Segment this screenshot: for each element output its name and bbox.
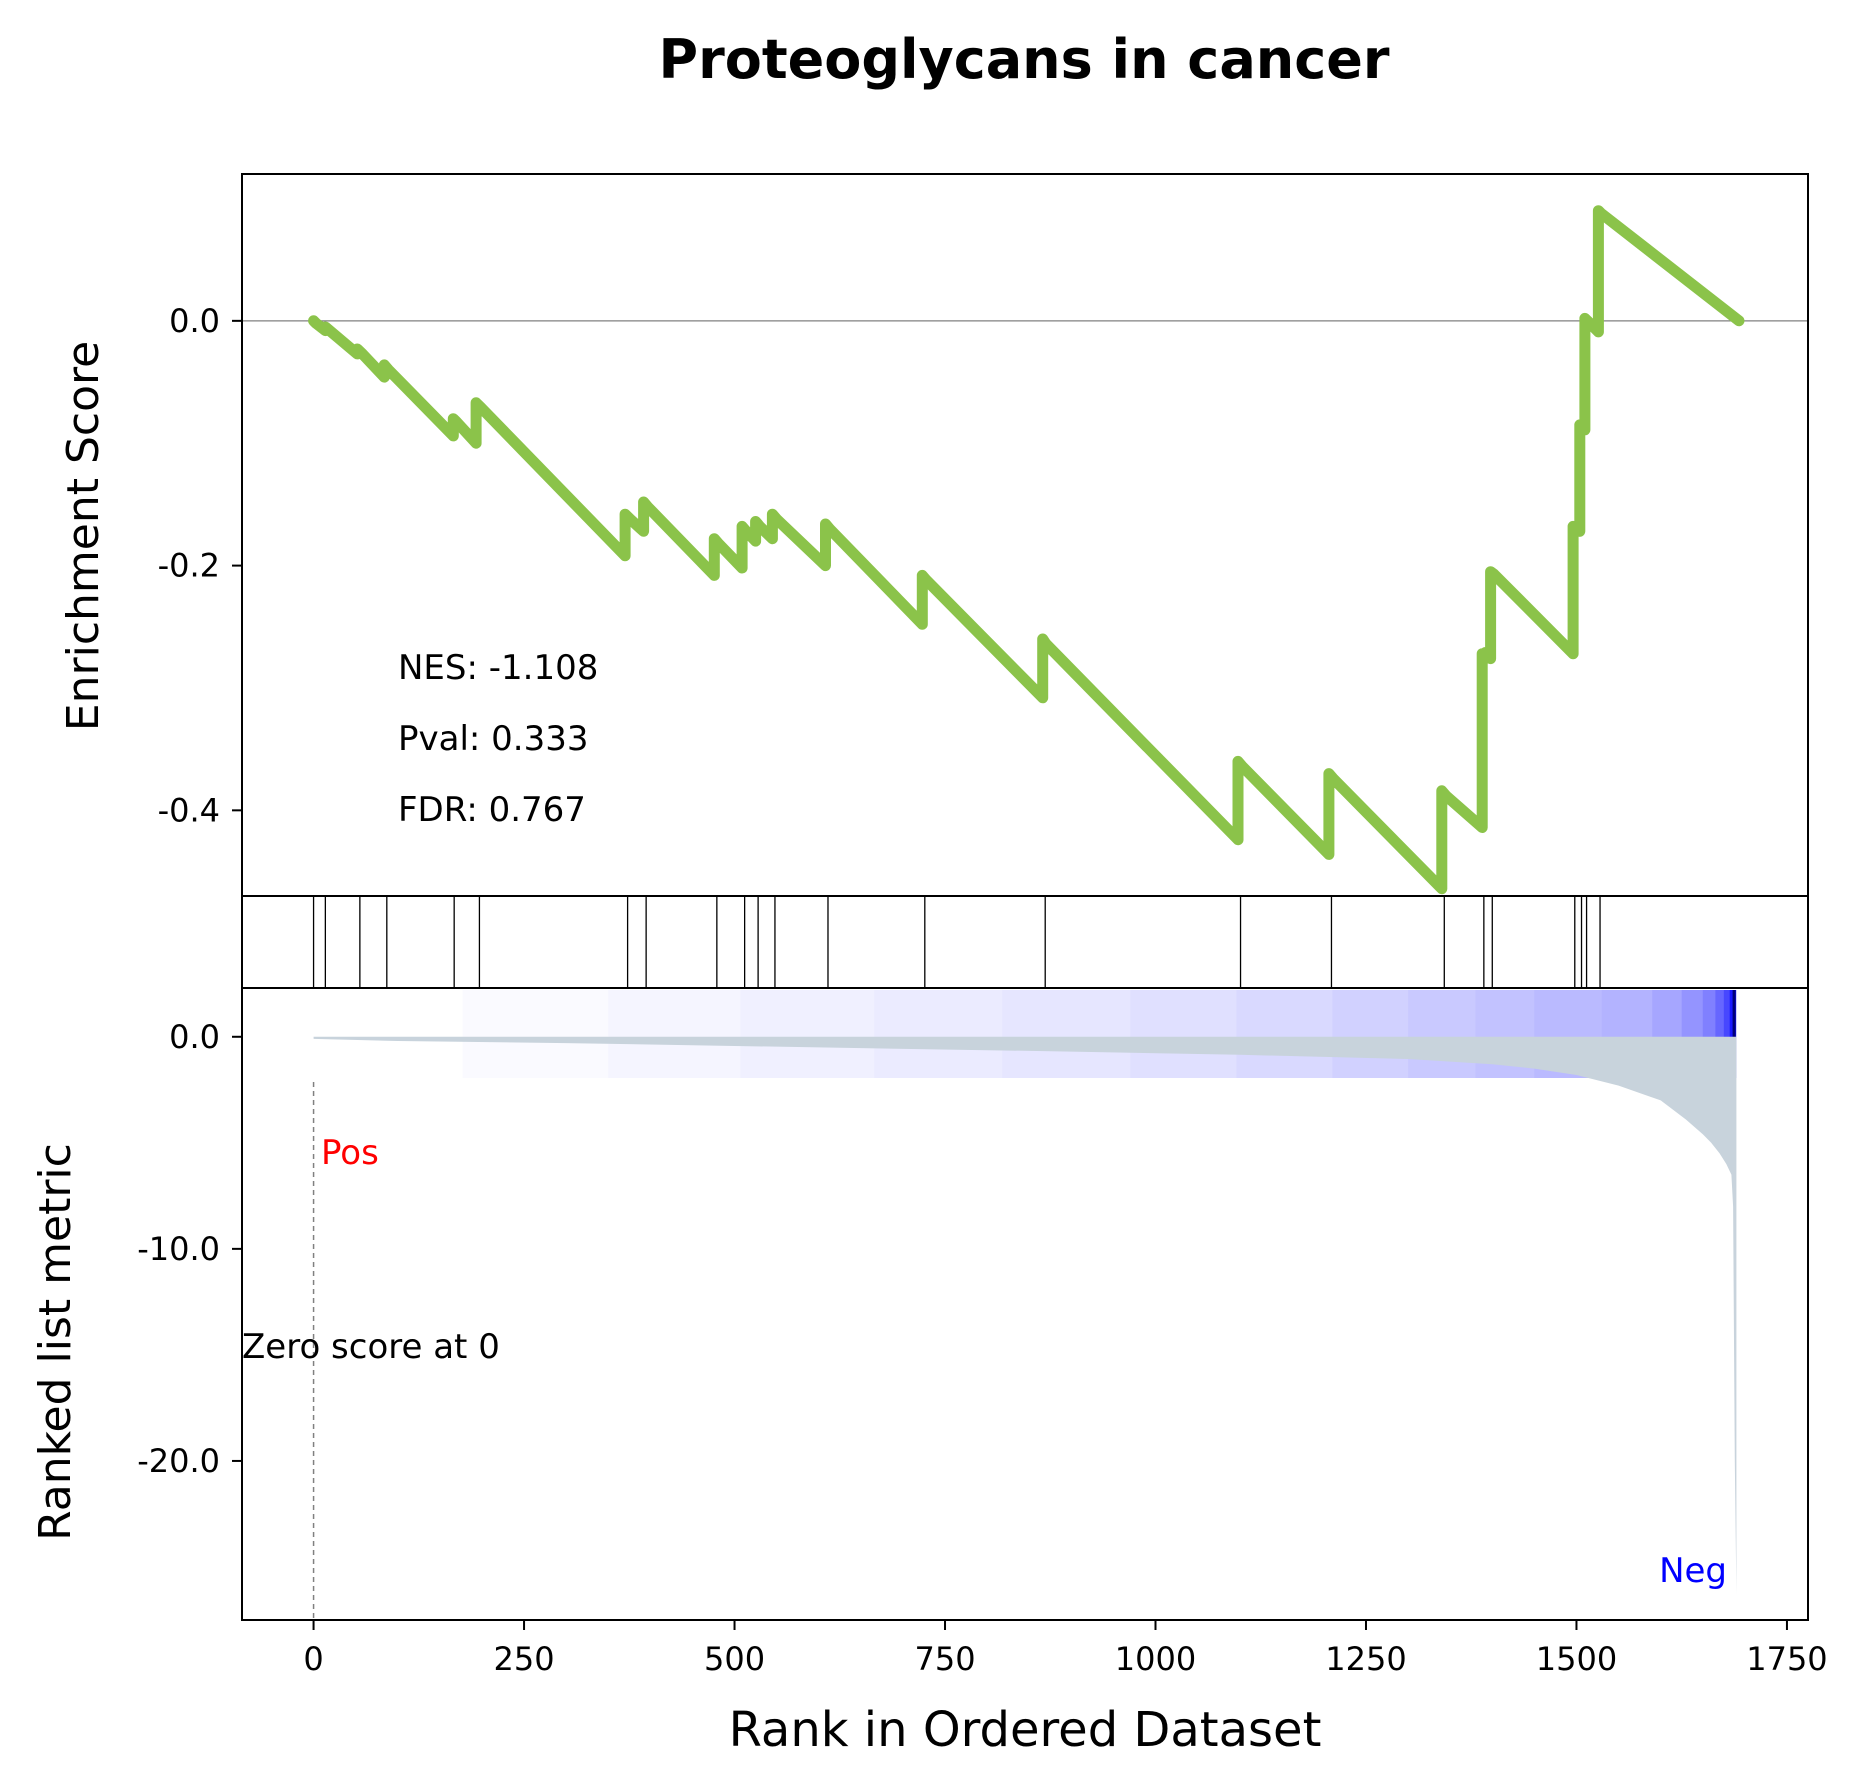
neg-label: Neg	[1659, 1551, 1727, 1591]
hit-lines	[312, 896, 1601, 988]
heatmap-cell	[1002, 990, 1131, 1078]
x-tick-label: 0	[303, 1640, 323, 1678]
es-y-tick-label: 0.0	[169, 302, 220, 340]
metric-y-tick-label: -20.0	[137, 1442, 220, 1480]
heatmap-cell	[608, 990, 742, 1078]
heatmap-cell	[1715, 990, 1725, 1078]
zero-score-label: Zero score at 0	[242, 1327, 500, 1367]
heatmap-cell	[1332, 990, 1409, 1078]
x-tick-label: 250	[494, 1640, 555, 1678]
metric-y-tick-label: 0.0	[169, 1018, 220, 1056]
heatmap-cell	[313, 990, 464, 1078]
metric-panel: 0.0 -10.0 -20.0 Pos Neg Zero score at 0 Ra…	[30, 987, 1828, 1678]
heatmap-edge	[1732, 990, 1736, 1078]
stat-fdr: FDR: 0.767	[398, 790, 586, 830]
x-ticks: 0 250 500 750 1000 1250 1500 1750	[303, 1620, 1828, 1678]
es-y-ticks: 0.0 -0.2 -0.4	[158, 302, 242, 829]
enrichment-panel: 0.0 -0.2 -0.4 NES: -1.108 Pval: 0.333 FDR:…	[58, 173, 1809, 897]
x-axis-label: Rank in Ordered Dataset	[729, 1702, 1322, 1758]
heatmap-cell	[1130, 990, 1237, 1078]
es-curve	[308, 205, 1745, 895]
metric-y-tick-label: -10.0	[137, 1230, 220, 1268]
chart-title: Proteoglycans in cancer	[659, 28, 1390, 91]
es-y-tick-label: -0.4	[158, 791, 220, 829]
hits-panel	[241, 895, 1809, 989]
hits-frame	[241, 895, 1809, 989]
metric-area	[313, 1036, 1737, 1595]
x-tick-label: 500	[704, 1640, 765, 1678]
heatmap-cell	[874, 990, 1003, 1078]
x-tick-label: 1000	[1115, 1640, 1196, 1678]
heatmap-cell	[1236, 990, 1333, 1078]
heatmap-cell	[1408, 990, 1477, 1078]
stat-pval: Pval: 0.333	[398, 719, 589, 759]
heatmap-cell	[740, 990, 875, 1078]
x-tick-label: 1250	[1325, 1640, 1406, 1678]
stat-nes: NES: -1.108	[398, 648, 598, 688]
heatmap-cell	[462, 990, 609, 1078]
metric-y-axis-label: Ranked list metric	[30, 1143, 81, 1541]
es-y-axis-label: Enrichment Score	[58, 341, 109, 731]
x-tick-label: 1750	[1746, 1640, 1827, 1678]
x-tick-label: 750	[914, 1640, 975, 1678]
pos-label: Pos	[321, 1133, 379, 1173]
es-y-tick-label: -0.2	[158, 547, 220, 585]
metric-frame	[241, 987, 1809, 1621]
heatmap-cell	[1723, 990, 1731, 1078]
x-tick-label: 1500	[1536, 1640, 1617, 1678]
metric-y-ticks: 0.0 -10.0 -20.0	[137, 1018, 242, 1480]
